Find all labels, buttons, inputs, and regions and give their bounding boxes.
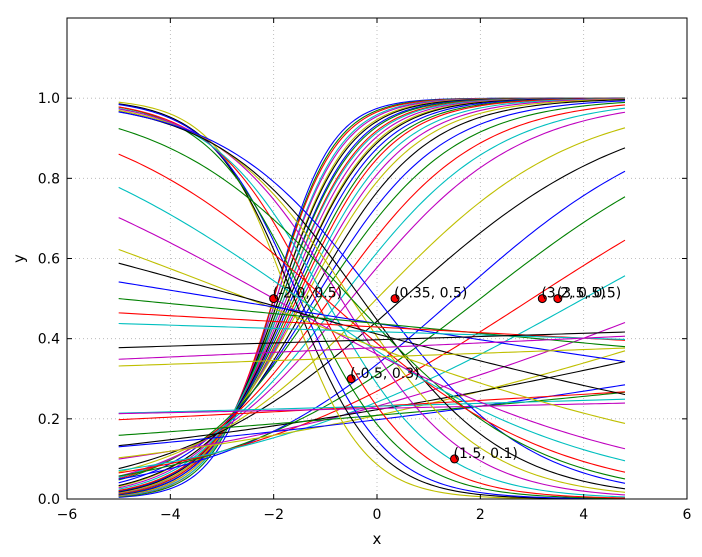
ticks: −6 −4 −2 0 2 4 6 0.0 0.2 0.4 0.6 0.8 1.0 bbox=[38, 18, 692, 523]
series-line bbox=[118, 147, 626, 470]
series-line bbox=[118, 298, 626, 348]
series-line bbox=[118, 111, 626, 484]
series-line bbox=[118, 331, 626, 349]
series-line bbox=[118, 170, 626, 480]
x-tick-label: −6 bbox=[57, 507, 78, 523]
series-line bbox=[118, 100, 626, 484]
x-tick-label: 0 bbox=[373, 507, 382, 523]
data-point-marker bbox=[390, 294, 400, 304]
series-line bbox=[118, 335, 626, 360]
series-line bbox=[118, 217, 626, 450]
series-line bbox=[118, 322, 626, 340]
data-points: (-2.0, 0.5) (0.35, 0.5) (3.2, 0.5)(3.5, 0.… bbox=[269, 286, 621, 464]
y-tick-label: 0.8 bbox=[38, 171, 60, 187]
x-tick-label: −2 bbox=[263, 507, 284, 523]
y-tick-label: 1.0 bbox=[38, 91, 60, 107]
data-point-label: (1.5, 0.1) bbox=[454, 446, 518, 462]
series-line bbox=[118, 111, 626, 477]
y-tick-label: 0.0 bbox=[38, 492, 60, 508]
series-line bbox=[118, 106, 626, 499]
series-line bbox=[118, 312, 626, 341]
data-point-marker bbox=[269, 294, 279, 304]
series-line bbox=[118, 391, 626, 436]
series-line bbox=[118, 239, 626, 474]
series-line bbox=[118, 107, 626, 498]
series-line bbox=[118, 262, 626, 396]
series-line bbox=[118, 275, 626, 472]
data-point-marker bbox=[537, 294, 547, 304]
series-line bbox=[118, 248, 626, 424]
y-tick-label: 0.2 bbox=[38, 412, 60, 428]
x-tick-label: 4 bbox=[579, 507, 588, 523]
series-line bbox=[118, 196, 626, 477]
series-line bbox=[118, 98, 626, 490]
data-point-marker bbox=[553, 294, 563, 304]
data-point-label: (-2.0, 0.5) bbox=[273, 286, 342, 302]
series-line bbox=[118, 111, 626, 490]
x-tick-label: 6 bbox=[683, 507, 692, 523]
curves bbox=[118, 97, 626, 500]
series-line bbox=[118, 322, 626, 460]
data-point-label: (3.5, 0.5) bbox=[557, 286, 621, 302]
series-line bbox=[118, 97, 626, 492]
x-axis-label: x bbox=[373, 530, 382, 548]
data-point-label: (-0.5, 0.3) bbox=[350, 366, 419, 382]
series-line bbox=[118, 127, 626, 473]
y-axis-label: y bbox=[10, 254, 28, 263]
series-line bbox=[118, 153, 626, 473]
series-line bbox=[118, 384, 626, 448]
data-point-marker bbox=[450, 454, 459, 464]
series-line bbox=[118, 402, 626, 415]
series-line bbox=[118, 360, 626, 447]
x-tick-label: 2 bbox=[476, 507, 485, 523]
x-tick-label: −4 bbox=[160, 507, 181, 523]
series-line bbox=[118, 98, 626, 489]
data-point-marker bbox=[346, 374, 356, 384]
series-line bbox=[118, 347, 626, 367]
y-tick-label: 0.4 bbox=[38, 332, 60, 348]
y-tick-label: 0.6 bbox=[38, 252, 60, 268]
data-point-label: (0.35, 0.5) bbox=[394, 286, 467, 302]
series-line bbox=[118, 128, 626, 480]
